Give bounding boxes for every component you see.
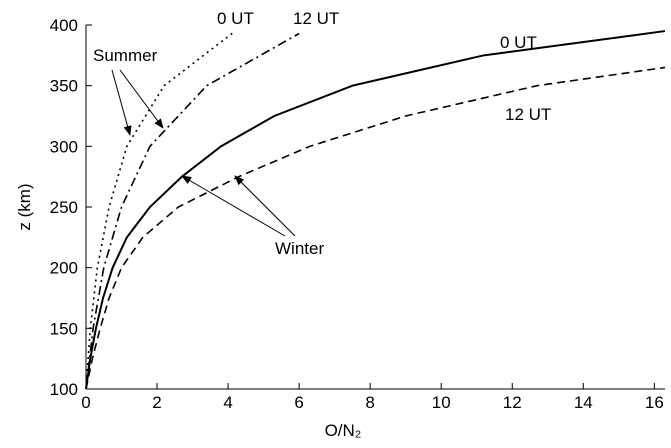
x-tick-label: 2 [152,393,161,412]
x-tick-label: 14 [574,393,593,412]
line-series [85,32,300,390]
y-axis-label: z (km) [15,183,34,230]
x-tick-label: 8 [365,393,374,412]
y-tick-label: 250 [50,198,78,217]
annotation: 0 UT [500,33,537,52]
x-tick-label: 10 [432,393,451,412]
y-tick-label: 200 [50,259,78,278]
annotation: 12 UT [293,9,339,28]
x-tick-label: 6 [294,393,303,412]
line-series [85,30,666,390]
x-tick-label: 0 [81,393,90,412]
y-tick-label: 150 [50,319,78,338]
annotation: 12 UT [505,105,551,124]
y-tick-label: 300 [50,137,78,156]
x-axis-label: O/N₂ [325,421,362,440]
y-tick-label: 350 [50,77,78,96]
x-tick-label: 12 [503,393,522,412]
y-tick-label: 400 [50,16,78,35]
y-tick-label: 100 [50,380,78,399]
annotation: Summer [93,46,158,65]
x-tick-label: 4 [223,393,232,412]
annotation: Winter [275,239,324,258]
annotation: 0 UT [217,9,254,28]
x-tick-label: 16 [645,393,664,412]
annotation-arrows [111,69,296,237]
line-series [85,30,236,390]
line-series [85,66,666,390]
